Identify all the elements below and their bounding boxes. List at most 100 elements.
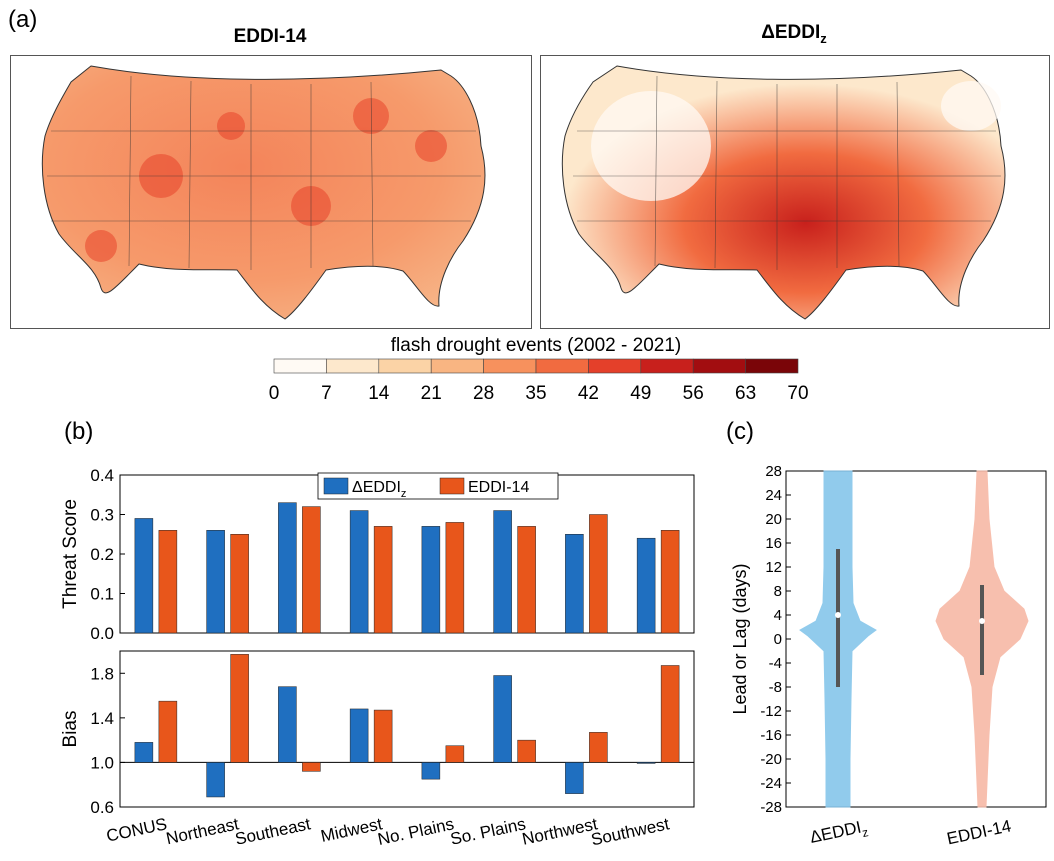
violin-ytick-label: -24 (760, 775, 782, 792)
legend-swatch-eddi (439, 477, 465, 495)
map-eddi14-svg (41, 65, 486, 320)
bar-eddi (373, 709, 393, 763)
colorbar-tick-label: 7 (321, 383, 332, 403)
bar-delta (278, 502, 297, 634)
violin-category-labels: ΔEDDIz EDDI-14 (808, 816, 1013, 851)
colorbar-tick-label: 49 (630, 383, 651, 403)
bar-delta (206, 530, 225, 634)
bar-eddi (158, 530, 178, 634)
violin-chart: 28 24 20 16 12 8 4 0 -4 -8 -12 -16 -20 -24 -28 Lead or … (730, 463, 1047, 851)
bias-bars (134, 654, 680, 798)
bar-delta (493, 675, 512, 763)
colorbar-swatch (640, 358, 694, 374)
colorbar-tick-label: 42 (578, 383, 599, 403)
colorbar-tick-label: 0 (269, 383, 280, 403)
map-eddi14 (10, 55, 532, 329)
colorbar-tick-label: 56 (683, 383, 704, 403)
bar-eddi (660, 665, 680, 763)
bar-delta (565, 534, 584, 634)
violin-shapes (799, 470, 1029, 808)
state-borders-delta (573, 75, 1001, 270)
threat-score-ylabel: Threat Score (60, 499, 81, 609)
bar-delta (421, 762, 441, 780)
colorbar-tick-label: 70 (787, 383, 808, 403)
bar-eddi (302, 506, 321, 634)
panel-b-label: (b) (64, 418, 94, 445)
colorbar-swatch (483, 358, 537, 374)
threat-score-axes: 0.0 0.1 0.2 0.3 0.4 Threat Score (60, 466, 695, 643)
category-label: Northwest (520, 814, 599, 849)
category-label: Midwest (319, 814, 384, 846)
bar-eddi (302, 762, 321, 772)
category-label: So. Plains (449, 814, 528, 848)
panel-a-label: (a) (8, 6, 38, 33)
colorbar-tick-label: 35 (525, 383, 546, 403)
state-borders (47, 75, 481, 270)
map-left-title: EDDI-14 (233, 26, 307, 47)
violin-ylabel: Lead or Lag (days) (730, 563, 750, 714)
violin-median (835, 612, 841, 618)
panel-c-label: (c) (726, 418, 754, 445)
bar-charts: 0.0 0.1 0.2 0.3 0.4 Threat Score 0.6 1.0 1.4 1.8… (60, 466, 695, 849)
colorbar-tick-label: 63 (735, 383, 756, 403)
category-label: Southwest (589, 814, 671, 849)
bar-legend: ΔEDDIz EDDI-14 (317, 472, 559, 500)
bar-eddi (517, 526, 536, 634)
violin-ytick-label: 24 (765, 487, 782, 504)
bar-eddi (517, 739, 536, 763)
bar-delta (349, 708, 369, 763)
colorbar-swatch (326, 358, 380, 374)
violin-ytick-label: 16 (765, 535, 782, 552)
colorbar-swatch (430, 358, 484, 374)
violin-ytick-label: 4 (774, 607, 782, 624)
threat-score-ytick-label: 0.1 (90, 585, 114, 604)
bar-delta (421, 526, 441, 634)
bar-eddi (589, 514, 608, 634)
bar-delta (349, 510, 369, 634)
legend-swatch-delta (323, 477, 349, 495)
violin-ytick-label: -4 (769, 655, 782, 672)
bar-delta (134, 742, 154, 763)
violin-category-label: ΔEDDIz (808, 816, 869, 851)
colorbar-title: flash drought events (2002 - 2021) (390, 335, 682, 356)
legend-label-eddi: EDDI-14 (468, 479, 529, 496)
category-label: No. Plains (376, 814, 456, 849)
bias-frame (119, 650, 695, 808)
colorbar-swatches (273, 358, 799, 374)
legend-label-delta: ΔEDDIz (352, 479, 406, 500)
bar-eddi (445, 745, 465, 763)
colorbar-tick-label: 28 (473, 383, 494, 403)
map-low-areas (591, 81, 1001, 201)
bar-eddi (230, 534, 249, 634)
legend-box (317, 472, 559, 500)
threat-score-ytick-label: 0.0 (90, 624, 114, 643)
map-delta-eddi-svg (561, 65, 1006, 320)
bar-delta (278, 686, 297, 763)
threat-score-ytick-label: 0.4 (90, 466, 114, 485)
colorbar-tick-label: 14 (368, 383, 390, 403)
bar-delta (134, 518, 154, 634)
category-label: CONUS (105, 814, 169, 845)
colorbar-swatch (745, 358, 799, 374)
colorbar-swatch (273, 358, 327, 374)
bias-ylabel: Bias (60, 711, 81, 748)
bar-eddi (230, 654, 249, 763)
violin-ytick-label: 8 (774, 583, 782, 600)
category-label: Southeast (233, 814, 312, 849)
bar-eddi (373, 526, 393, 634)
violin-ytick-label: -8 (769, 679, 782, 696)
map-delta-eddi (540, 55, 1050, 329)
violin-ytick-label: -12 (760, 703, 782, 720)
map-right-title: ΔEDDIz (540, 22, 1048, 46)
bar-eddi (660, 530, 680, 634)
violin-ytick-label: 0 (774, 631, 782, 648)
bias-ytick-label: 1.8 (90, 664, 114, 683)
violin-ytick-label: -20 (760, 751, 782, 768)
violin-category-label: EDDI-14 (945, 816, 1013, 848)
conus-shape (41, 65, 486, 320)
colorbar: 0 7 14 21 28 35 42 49 56 63 70 (269, 358, 809, 403)
threat-score-ytick-label: 0.2 (90, 545, 114, 564)
violin-ytick-label: -28 (760, 799, 782, 816)
bar-eddi (158, 700, 178, 763)
